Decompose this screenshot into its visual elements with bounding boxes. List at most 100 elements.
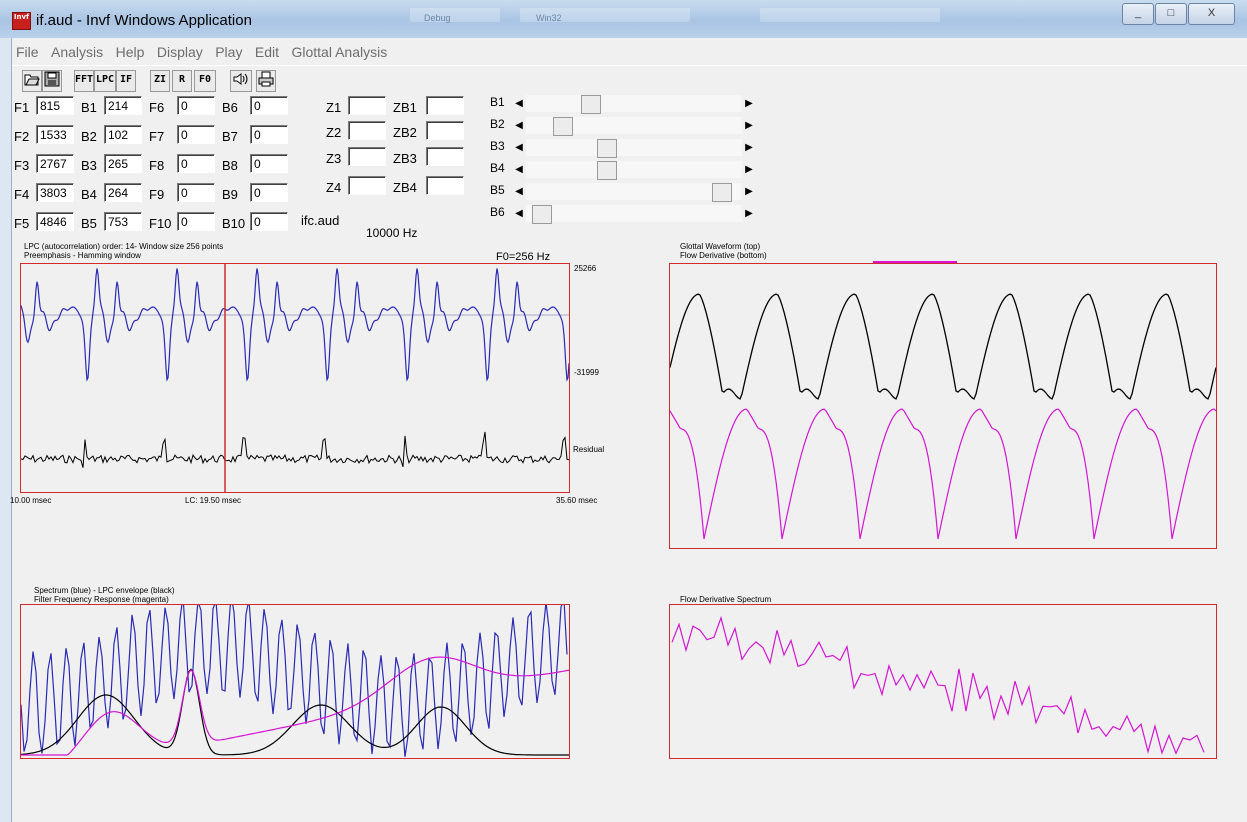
slider-thumb[interactable]: [712, 183, 732, 202]
zi-button[interactable]: ZI: [150, 70, 170, 92]
b5-label: B5: [81, 216, 97, 231]
slider-thumb[interactable]: [597, 139, 617, 158]
lpc-button[interactable]: LPC: [94, 70, 116, 92]
flow-derivative-spectrum-panel[interactable]: [669, 604, 1217, 759]
scroll-right-icon[interactable]: ▶: [742, 117, 756, 134]
z2-field[interactable]: [348, 121, 386, 140]
glottal-waveform-panel[interactable]: [669, 263, 1217, 549]
fft-button[interactable]: FFT: [74, 70, 94, 92]
menu-glottal-analysis[interactable]: Glottal Analysis: [291, 44, 388, 60]
menu-analysis[interactable]: Analysis: [51, 44, 104, 60]
menu-display[interactable]: Display: [156, 44, 203, 60]
b7-field[interactable]: 0: [250, 125, 288, 144]
slider-thumb[interactable]: [597, 161, 617, 180]
slider-track[interactable]: [526, 139, 742, 158]
time-start-label: 10.00 msec: [10, 496, 52, 505]
scroll-left-icon[interactable]: ◀: [512, 117, 526, 134]
b1-field[interactable]: 214: [104, 96, 142, 115]
scroll-left-icon[interactable]: ◀: [512, 139, 526, 156]
scroll-left-icon[interactable]: ◀: [512, 161, 526, 178]
scroll-right-icon[interactable]: ▶: [742, 161, 756, 178]
b5-field[interactable]: 753: [104, 212, 142, 231]
z3-field[interactable]: [348, 147, 386, 166]
if-button[interactable]: IF: [116, 70, 136, 92]
f7-field[interactable]: 0: [177, 125, 215, 144]
slider-track[interactable]: [526, 161, 742, 180]
minimize-icon: _: [1134, 7, 1142, 19]
slider-thumb[interactable]: [581, 95, 601, 114]
bandwidth-slider-b5[interactable]: ◀ ▶: [512, 183, 756, 202]
menu-file[interactable]: File: [16, 44, 39, 60]
zb4-field[interactable]: [426, 176, 464, 195]
bandwidth-slider-b1[interactable]: ◀ ▶: [512, 95, 756, 114]
zb1-field[interactable]: [426, 96, 464, 115]
lpc-waveform-panel[interactable]: [20, 263, 570, 493]
slider-track[interactable]: [526, 95, 742, 114]
z1-field[interactable]: [348, 96, 386, 115]
slider-label-b1: B1: [490, 95, 505, 109]
zb2-field[interactable]: [426, 121, 464, 140]
speech-signal-trace: [20, 268, 570, 382]
bandwidth-slider-b3[interactable]: ◀ ▶: [512, 139, 756, 158]
spectrum-panel[interactable]: [20, 594, 570, 759]
window-title: if.aud - Invf Windows Application: [36, 12, 252, 29]
b3-field[interactable]: 265: [104, 154, 142, 173]
f10-field[interactable]: 0: [177, 212, 215, 231]
b4-field[interactable]: 264: [104, 183, 142, 202]
print-button[interactable]: [256, 70, 276, 92]
b4-label: B4: [81, 187, 97, 202]
slider-thumb[interactable]: [532, 205, 552, 224]
z4-field[interactable]: [348, 176, 386, 195]
scroll-right-icon[interactable]: ▶: [742, 95, 756, 112]
b10-field[interactable]: 0: [250, 212, 288, 231]
f5-field[interactable]: 4846: [36, 212, 74, 231]
f6-field[interactable]: 0: [177, 96, 215, 115]
f2-field[interactable]: 1533: [36, 125, 74, 144]
glottal-plot: [669, 293, 1217, 540]
slider-track[interactable]: [526, 183, 742, 202]
f1-field[interactable]: 815: [36, 96, 74, 115]
f5-label: F5: [14, 216, 30, 231]
f8-field[interactable]: 0: [177, 154, 215, 173]
close-icon: X: [1207, 7, 1216, 19]
r-button[interactable]: R: [172, 70, 192, 92]
background-tab-1: Debug: [410, 8, 500, 23]
scroll-left-icon[interactable]: ◀: [512, 205, 526, 222]
close-button[interactable]: X: [1188, 3, 1235, 25]
f2-label: F2: [14, 129, 30, 144]
scroll-left-icon[interactable]: ◀: [512, 95, 526, 112]
slider-label-b2: B2: [490, 117, 505, 131]
b6-field[interactable]: 0: [250, 96, 288, 115]
menu-help[interactable]: Help: [115, 44, 145, 60]
parameter-panel: F1 815 F2 1533 F3 2767 F4 3803 F5 4846 B…: [12, 94, 512, 240]
b9-field[interactable]: 0: [250, 183, 288, 202]
slider-thumb[interactable]: [553, 117, 573, 136]
glottal-marker: [873, 261, 957, 263]
maximize-button[interactable]: □: [1155, 3, 1187, 25]
bandwidth-slider-b4[interactable]: ◀ ▶: [512, 161, 756, 180]
scroll-left-icon[interactable]: ◀: [512, 183, 526, 200]
save-icon: [44, 71, 60, 87]
bandwidth-slider-b6[interactable]: ◀ ▶: [512, 205, 756, 224]
menu-play[interactable]: Play: [215, 44, 243, 60]
save-button[interactable]: [42, 70, 62, 92]
f4-field[interactable]: 3803: [36, 183, 74, 202]
play-button[interactable]: [230, 70, 252, 92]
scroll-right-icon[interactable]: ▶: [742, 205, 756, 222]
print-icon: [258, 71, 274, 87]
slider-track[interactable]: [526, 117, 742, 136]
f9-field[interactable]: 0: [177, 183, 215, 202]
scroll-right-icon[interactable]: ▶: [742, 183, 756, 200]
b2-field[interactable]: 102: [104, 125, 142, 144]
flow-spectrum-trace: [671, 615, 1205, 755]
bandwidth-slider-b2[interactable]: ◀ ▶: [512, 117, 756, 136]
minimize-button[interactable]: _: [1122, 3, 1154, 25]
slider-track[interactable]: [526, 205, 742, 224]
f3-field[interactable]: 2767: [36, 154, 74, 173]
menu-edit[interactable]: Edit: [254, 44, 280, 60]
open-button[interactable]: [22, 70, 42, 92]
b8-field[interactable]: 0: [250, 154, 288, 173]
zb3-field[interactable]: [426, 147, 464, 166]
f0-button[interactable]: F0: [194, 70, 216, 92]
scroll-right-icon[interactable]: ▶: [742, 139, 756, 156]
